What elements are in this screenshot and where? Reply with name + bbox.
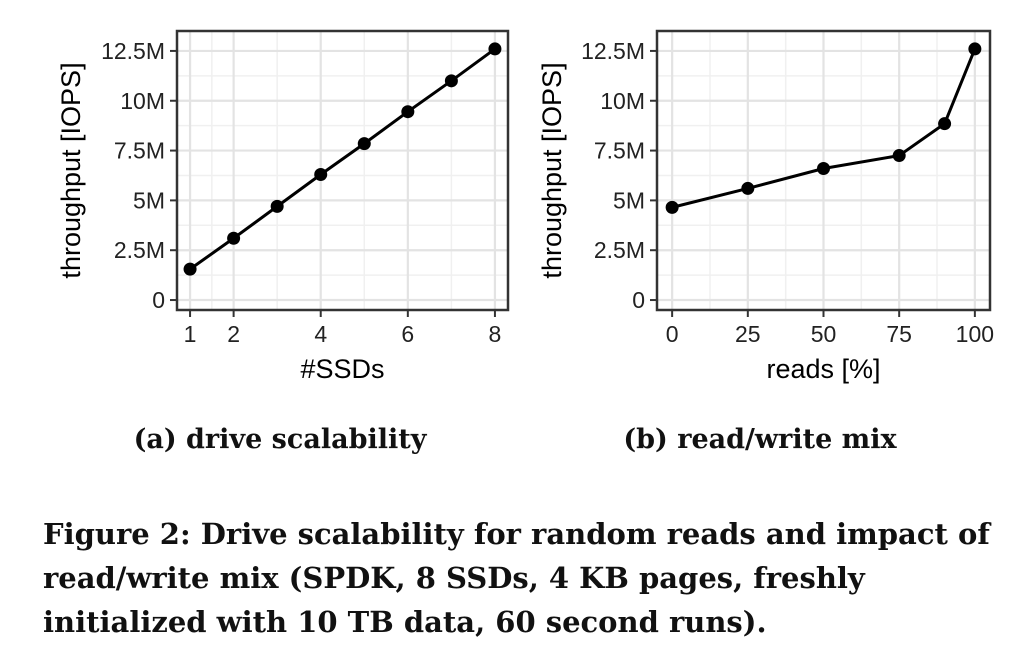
y-tick-label: 5M <box>613 187 645 213</box>
y-tick-label: 10M <box>120 88 165 114</box>
data-point <box>665 200 679 214</box>
data-point <box>488 42 502 56</box>
x-axis-title: reads [%] <box>766 354 880 384</box>
y-tick-label: 7.5M <box>114 138 165 164</box>
data-point <box>357 137 371 151</box>
data-point <box>741 181 755 195</box>
y-axis-title: throughput [IOPS] <box>56 62 86 278</box>
chart-read-write-mix: 0 2.5M 5M 7.5M 10M 12.5M 0 25 50 75 100 reads [%] th… <box>537 29 994 384</box>
x-tick-label: 25 <box>735 321 761 347</box>
data-point <box>183 262 197 276</box>
x-axis-title: #SSDs <box>300 354 384 384</box>
y-tick-label: 0 <box>632 287 645 313</box>
y-tick-label: 2.5M <box>594 237 645 263</box>
plot-panel <box>177 31 508 310</box>
data-point <box>227 231 241 245</box>
chart-drive-scalability: 0 2.5M 5M 7.5M 10M 12.5M 1 2 4 6 8 #SSDs throughput … <box>56 29 510 384</box>
x-tick-label: 1 <box>184 321 197 347</box>
y-axis-title: throughput [IOPS] <box>537 62 567 278</box>
figure-caption: Figure 2: Drive scalability for random r… <box>43 517 990 639</box>
y-tick-label: 0 <box>152 287 165 313</box>
x-tick-label: 100 <box>956 321 994 347</box>
data-point <box>314 167 328 181</box>
y-tick-label: 12.5M <box>581 38 645 64</box>
y-tick-label: 12.5M <box>101 38 165 64</box>
x-tick-label: 6 <box>401 321 414 347</box>
data-point <box>938 117 952 131</box>
data-point <box>817 162 830 176</box>
y-tick-label: 7.5M <box>594 138 645 164</box>
x-tick-label: 75 <box>886 321 912 347</box>
series-line <box>189 47 496 271</box>
x-tick-label: 50 <box>811 321 837 347</box>
subcaption-b: (b) read/write mix <box>623 424 897 455</box>
y-tick-label: 5M <box>133 187 165 213</box>
x-tick-label: 2 <box>227 321 240 347</box>
x-tick-label: 0 <box>666 321 679 347</box>
subcaption-a: (a) drive scalability <box>133 424 427 455</box>
data-point <box>401 105 415 119</box>
x-tick-label: 8 <box>489 321 502 347</box>
data-point <box>444 74 458 88</box>
y-tick-label: 10M <box>600 88 645 114</box>
plot-border <box>175 29 510 312</box>
data-point <box>270 199 284 213</box>
y-tick-label: 2.5M <box>114 237 165 263</box>
x-tick-label: 4 <box>314 321 327 347</box>
series-line <box>671 48 977 209</box>
data-point <box>968 42 982 56</box>
data-point <box>892 149 906 163</box>
